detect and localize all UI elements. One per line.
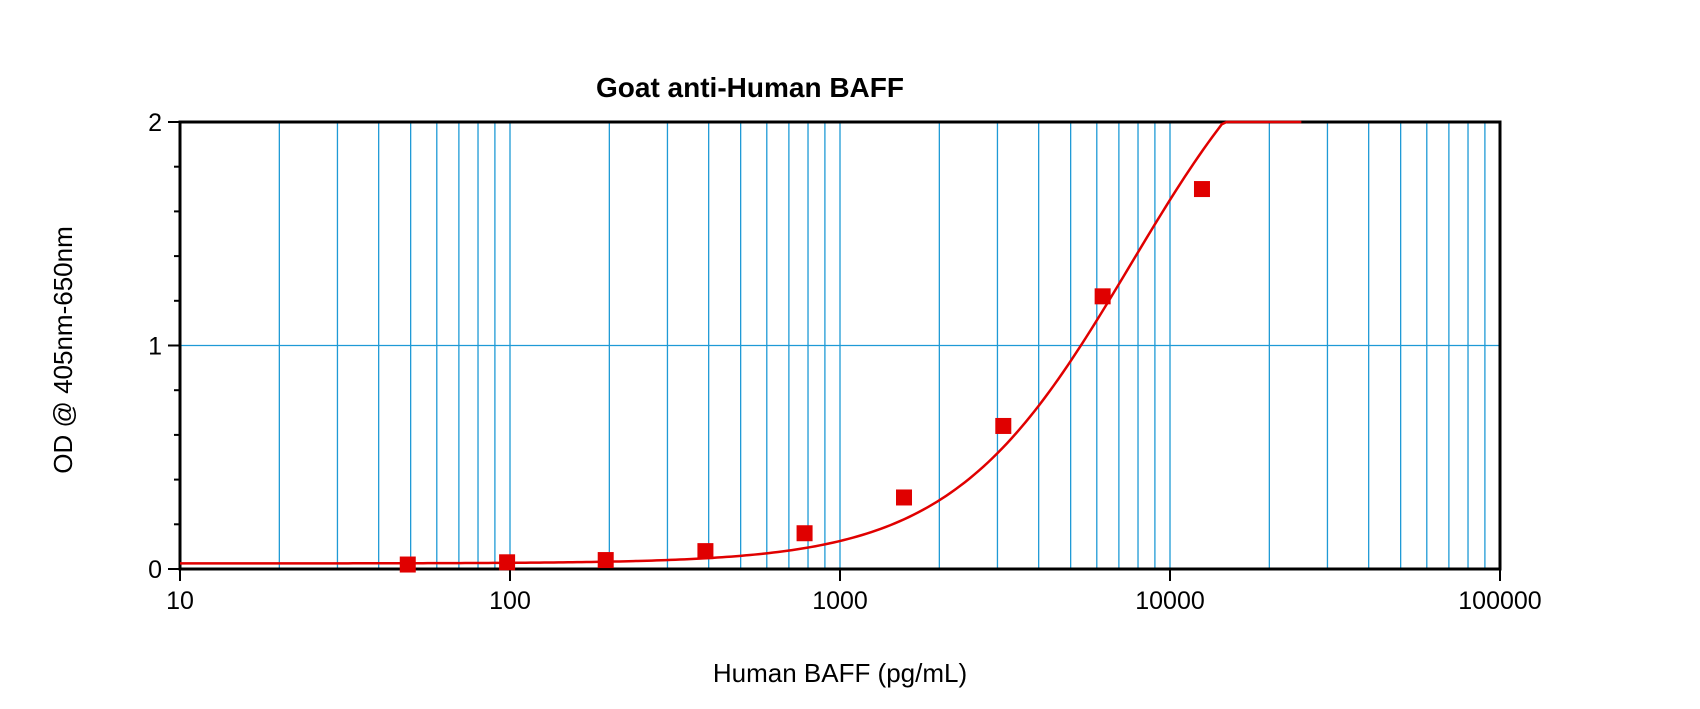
data-point <box>1094 288 1111 305</box>
data-point <box>499 554 516 571</box>
data-points <box>399 181 1210 573</box>
data-point <box>896 489 913 506</box>
y-axis-label: OD @ 405nm-650nm <box>48 226 78 474</box>
y-tick-labels: 0 1 2 <box>148 109 162 584</box>
chart-title: Goat anti-Human BAFF <box>596 72 904 103</box>
y-tick-label: 1 <box>148 333 162 361</box>
data-point <box>597 552 614 569</box>
data-point <box>399 556 416 573</box>
axis-ticks <box>168 121 1501 581</box>
fit-curve <box>180 120 1302 565</box>
x-axis-label: Human BAFF (pg/mL) <box>713 658 967 688</box>
x-tick-label: 100000 <box>1458 587 1541 615</box>
data-point <box>796 525 813 542</box>
x-tick-label: 100 <box>489 587 531 615</box>
x-tick-label: 10000 <box>1135 587 1205 615</box>
x-tick-labels: 10 100 1000 10000 100000 <box>166 587 1542 615</box>
data-point <box>995 417 1012 434</box>
data-point <box>697 543 714 560</box>
grid-lines <box>180 122 1500 569</box>
y-tick-label: 2 <box>148 109 162 137</box>
x-tick-label: 10 <box>166 587 194 615</box>
x-tick-label: 1000 <box>812 587 868 615</box>
data-point <box>1193 181 1210 198</box>
y-tick-label: 0 <box>148 556 162 584</box>
